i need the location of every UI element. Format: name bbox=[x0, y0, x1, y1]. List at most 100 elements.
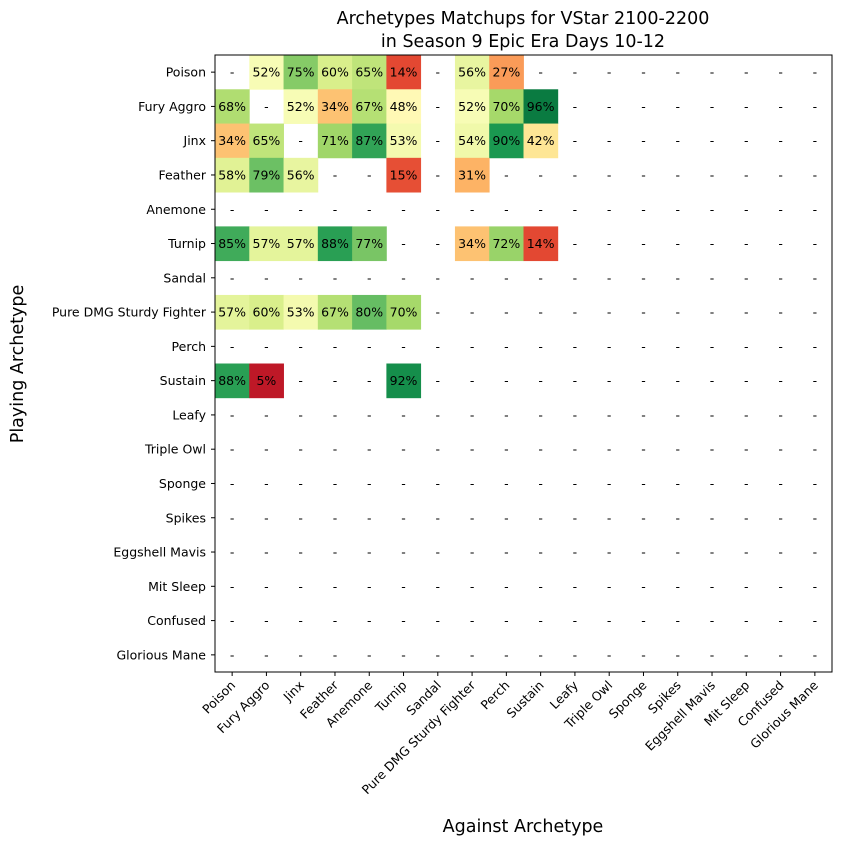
cell-missing-label: - bbox=[436, 545, 441, 560]
cell-missing-label: - bbox=[264, 579, 269, 594]
cell-value-label: 15% bbox=[390, 167, 418, 182]
cell-missing-label: - bbox=[675, 339, 680, 354]
cell-missing-label: - bbox=[333, 647, 338, 662]
cell-value-label: 70% bbox=[492, 99, 520, 114]
cell-missing-label: - bbox=[264, 613, 269, 628]
cell-missing-label: - bbox=[710, 442, 715, 457]
cell-missing-label: - bbox=[367, 202, 372, 217]
cell-missing-label: - bbox=[401, 202, 406, 217]
cell-value-label: 57% bbox=[218, 305, 246, 320]
cell-missing-label: - bbox=[401, 579, 406, 594]
cell-missing-label: - bbox=[538, 545, 543, 560]
cell-missing-label: - bbox=[675, 510, 680, 525]
cell-missing-label: - bbox=[298, 579, 303, 594]
cell-missing-label: - bbox=[333, 442, 338, 457]
cell-missing-label: - bbox=[401, 236, 406, 251]
cell-value-label: 52% bbox=[458, 99, 486, 114]
cell-missing-label: - bbox=[504, 305, 509, 320]
cell-missing-label: - bbox=[607, 373, 612, 388]
cell-value-label: 85% bbox=[218, 236, 246, 251]
cell-missing-label: - bbox=[538, 270, 543, 285]
cell-missing-label: - bbox=[436, 510, 441, 525]
cell-missing-label: - bbox=[813, 339, 818, 354]
cell-missing-label: - bbox=[401, 442, 406, 457]
cell-missing-label: - bbox=[367, 579, 372, 594]
heatmap-cell bbox=[249, 157, 284, 193]
cell-missing-label: - bbox=[710, 202, 715, 217]
cell-missing-label: - bbox=[538, 65, 543, 80]
cell-missing-label: - bbox=[778, 545, 783, 560]
heatmap-cell bbox=[283, 226, 319, 262]
cell-missing-label: - bbox=[744, 647, 749, 662]
cell-missing-label: - bbox=[641, 339, 646, 354]
cell-missing-label: - bbox=[230, 339, 235, 354]
y-tick-label: Turnip bbox=[167, 236, 206, 251]
heatmap-cell bbox=[489, 55, 524, 90]
cell-missing-label: - bbox=[470, 442, 475, 457]
cell-missing-label: - bbox=[744, 510, 749, 525]
cell-missing-label: - bbox=[813, 270, 818, 285]
cell-missing-label: - bbox=[470, 270, 475, 285]
cell-missing-label: - bbox=[607, 613, 612, 628]
cell-missing-label: - bbox=[573, 202, 578, 217]
cell-missing-label: - bbox=[607, 202, 612, 217]
cell-missing-label: - bbox=[367, 510, 372, 525]
cell-missing-label: - bbox=[333, 476, 338, 491]
cell-missing-label: - bbox=[813, 579, 818, 594]
cell-missing-label: - bbox=[744, 236, 749, 251]
cell-missing-label: - bbox=[607, 579, 612, 594]
cell-missing-label: - bbox=[367, 339, 372, 354]
cell-missing-label: - bbox=[778, 167, 783, 182]
cell-missing-label: - bbox=[401, 545, 406, 560]
cell-missing-label: - bbox=[264, 545, 269, 560]
heatmap-cell bbox=[523, 226, 559, 262]
cell-missing-label: - bbox=[573, 407, 578, 422]
cell-missing-label: - bbox=[778, 407, 783, 422]
x-tick-label: Jinx bbox=[280, 678, 307, 705]
cell-missing-label: - bbox=[573, 373, 578, 388]
cell-missing-label: - bbox=[298, 647, 303, 662]
heatmap-cell bbox=[215, 294, 250, 330]
cell-missing-label: - bbox=[436, 270, 441, 285]
heatmap-cell bbox=[215, 157, 250, 193]
cell-value-label: 34% bbox=[321, 99, 349, 114]
cell-missing-label: - bbox=[538, 407, 543, 422]
cell-missing-label: - bbox=[710, 236, 715, 251]
cell-missing-label: - bbox=[573, 133, 578, 148]
heatmap-cell bbox=[523, 123, 559, 159]
cell-missing-label: - bbox=[641, 202, 646, 217]
cell-missing-label: - bbox=[675, 99, 680, 114]
cell-missing-label: - bbox=[470, 510, 475, 525]
cell-missing-label: - bbox=[264, 476, 269, 491]
cell-value-label: 52% bbox=[287, 99, 315, 114]
cell-missing-label: - bbox=[710, 476, 715, 491]
cell-missing-label: - bbox=[298, 202, 303, 217]
y-axis-tick-labels: Poison Fury Aggro Jinx Feather Anemone Turnip… bbox=[52, 65, 207, 663]
cell-missing-label: - bbox=[607, 65, 612, 80]
cell-missing-label: - bbox=[710, 270, 715, 285]
cell-missing-label: - bbox=[333, 339, 338, 354]
cell-missing-label: - bbox=[710, 647, 715, 662]
cell-missing-label: - bbox=[710, 613, 715, 628]
cell-missing-label: - bbox=[813, 167, 818, 182]
heatmap-cell bbox=[283, 55, 319, 90]
cell-missing-label: - bbox=[641, 373, 646, 388]
cell-missing-label: - bbox=[675, 167, 680, 182]
heatmap-cell bbox=[386, 55, 422, 90]
cell-missing-label: - bbox=[675, 236, 680, 251]
cell-missing-label: - bbox=[778, 133, 783, 148]
cell-missing-label: - bbox=[641, 305, 646, 320]
cell-missing-label: - bbox=[298, 545, 303, 560]
cell-missing-label: - bbox=[813, 510, 818, 525]
heatmap-cell bbox=[386, 363, 422, 399]
cell-missing-label: - bbox=[504, 647, 509, 662]
heatmap-cell bbox=[317, 226, 353, 262]
cell-missing-label: - bbox=[504, 442, 509, 457]
cell-missing-label: - bbox=[573, 305, 578, 320]
cell-missing-label: - bbox=[675, 579, 680, 594]
cell-missing-label: - bbox=[538, 202, 543, 217]
heatmap-cell bbox=[283, 157, 319, 193]
y-tick-label: Mit Sleep bbox=[148, 579, 206, 594]
cell-missing-label: - bbox=[333, 613, 338, 628]
